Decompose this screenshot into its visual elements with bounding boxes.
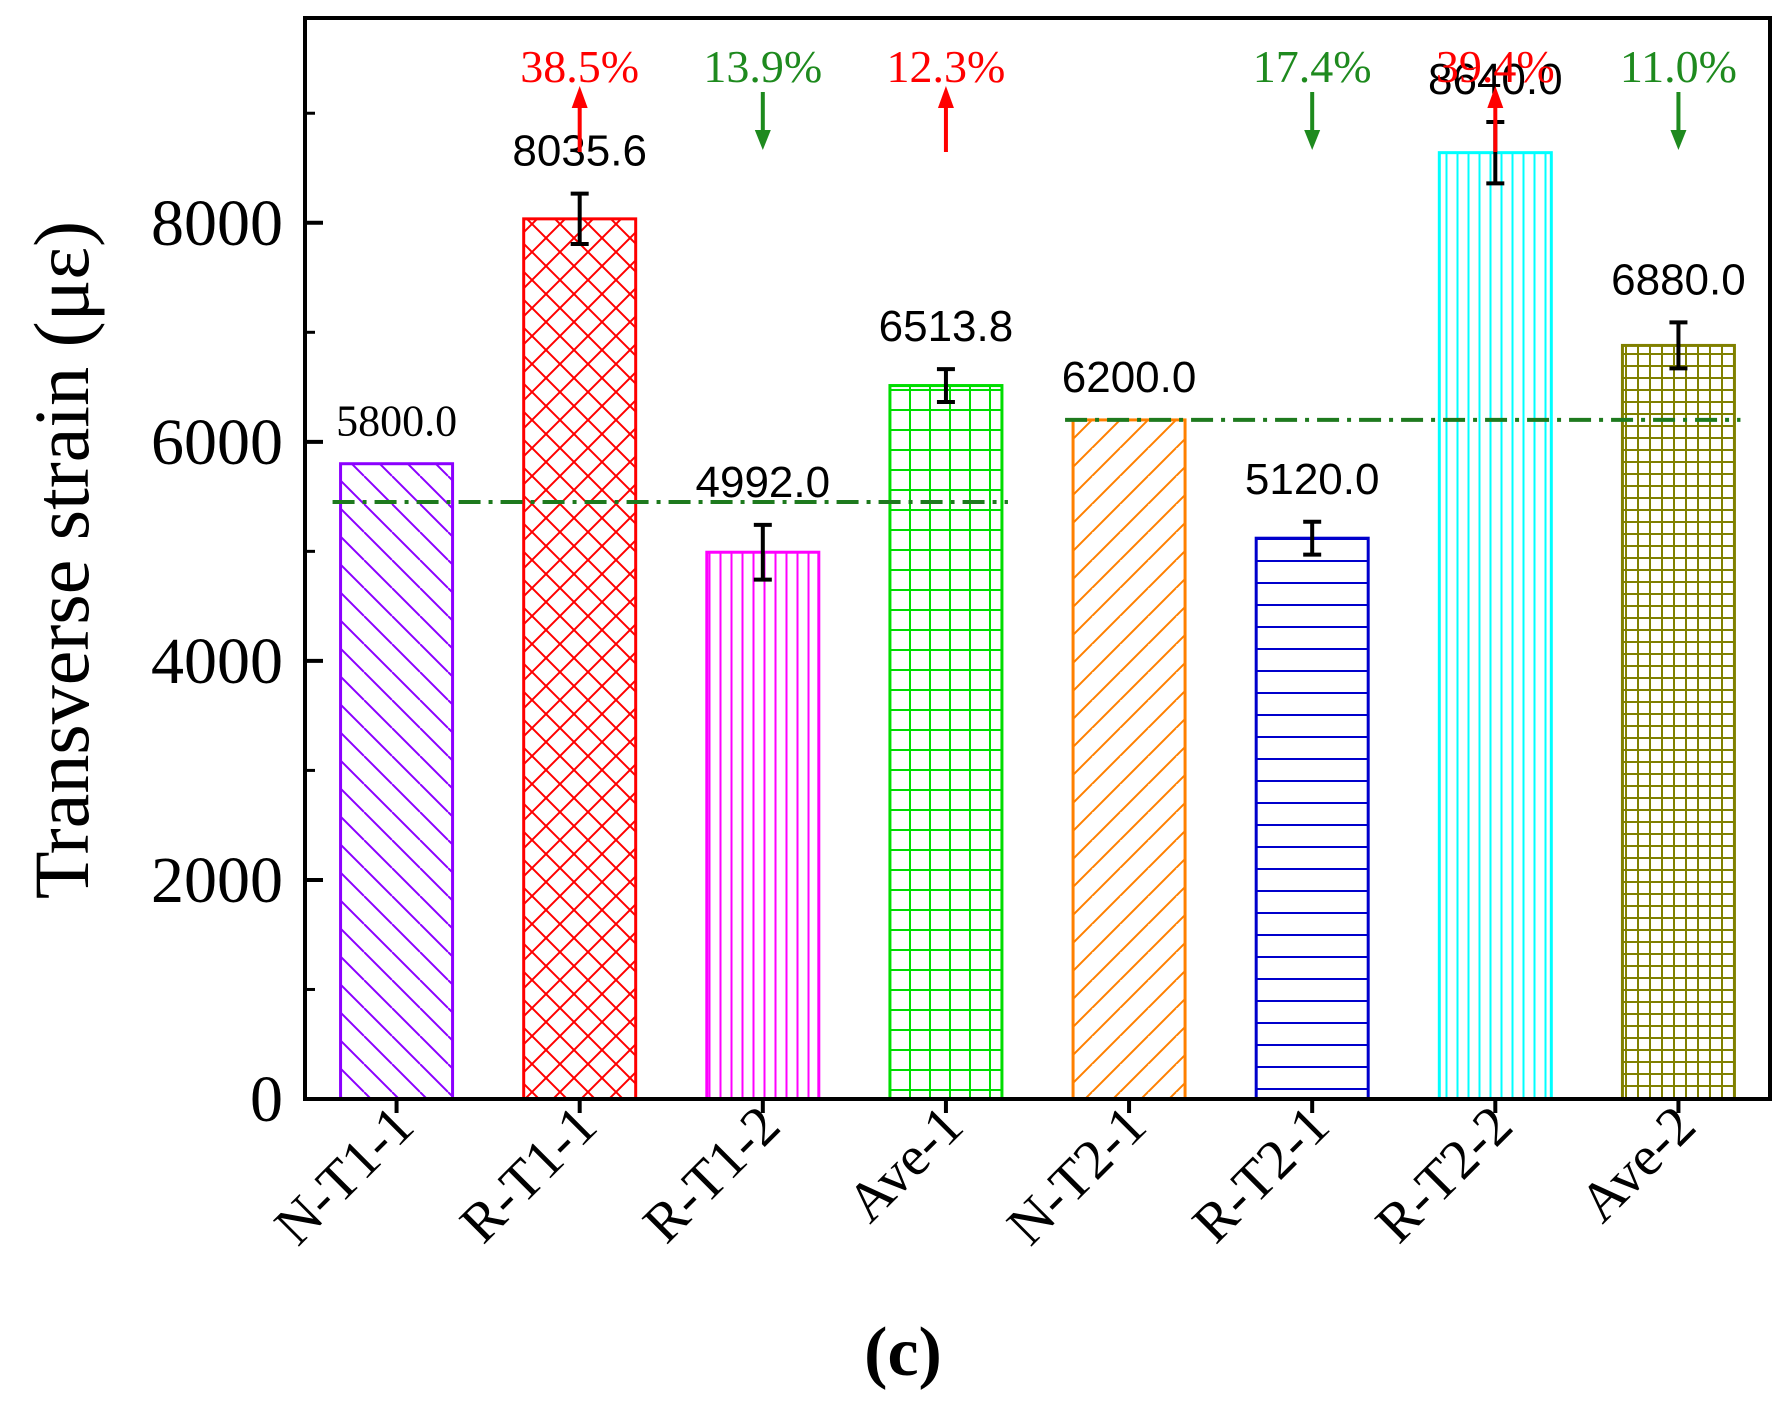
annotation-text: 12.3%: [887, 41, 1006, 92]
x-tick-label-n-t1-1: N-T1-1: [263, 1094, 426, 1257]
x-tick-label-r-t2-2: R-T2-2: [1364, 1094, 1524, 1254]
down-arrow-head-icon: [1304, 130, 1321, 150]
value-label-r-t1-2: 4992.0: [696, 458, 831, 507]
annotation-text: 39.4%: [1436, 41, 1555, 92]
annotation-ave-1: 12.3%: [887, 41, 1006, 152]
x-tick-label-r-t1-1: R-T1-1: [448, 1094, 608, 1254]
bar-r-t2-1: [1254, 536, 1370, 1101]
reference-lines: [332, 417, 1741, 505]
x-tick-label-n-t2-1: N-T2-1: [996, 1094, 1159, 1257]
error-bar-r-t2-1: [1303, 519, 1322, 557]
bar-n-t2-1: [1071, 418, 1187, 1101]
y-tick-label: 0: [250, 1063, 283, 1136]
bar-r-t2-2: [1437, 151, 1553, 1101]
bar-r-t1-2: [705, 550, 821, 1101]
error-bar-ave-2: [1669, 320, 1688, 371]
value-label-n-t1-1: 5800.0: [336, 397, 457, 446]
x-tick-label-r-t1-2: R-T1-2: [632, 1094, 792, 1254]
annotation-text: 11.0%: [1620, 41, 1737, 92]
bar-n-t1-1: [339, 462, 455, 1101]
y-tick-label: 4000: [151, 625, 283, 698]
annotation-text: 38.5%: [520, 41, 639, 92]
error-bar-r-t1-1: [570, 191, 589, 247]
annotation-text: 13.9%: [703, 41, 822, 92]
value-label-r-t2-1: 5120.0: [1245, 455, 1380, 504]
y-tick-label: 2000: [151, 844, 283, 917]
value-labels: 5800.08035.64992.06513.86200.05120.08640…: [336, 55, 1746, 507]
y-axis-title: Transverse strain (με): [18, 221, 105, 899]
x-axis: N-T1-1 R-T1-1 R-T1-2 Ave-1 N-T2-1 R-T2-1 R-T2-…: [263, 1094, 1707, 1257]
bars: [339, 151, 1736, 1101]
value-label-ave-2: 6880.0: [1611, 255, 1746, 304]
panel-label: (c): [864, 1314, 942, 1391]
annotation-r-t1-2: 13.9%: [703, 41, 822, 150]
up-arrow-head-icon: [937, 86, 954, 108]
annotation-r-t1-1: 38.5%: [520, 41, 639, 152]
y-tick-label: 8000: [151, 187, 283, 260]
annotation-ave-2: 11.0%: [1620, 41, 1737, 150]
value-label-n-t2-1: 6200.0: [1062, 353, 1197, 402]
x-tick-label-r-t2-1: R-T2-1: [1181, 1094, 1341, 1254]
up-arrow-head-icon: [571, 86, 588, 108]
plot-frame: [303, 16, 1772, 1101]
annotation-r-t2-2: 39.4%: [1436, 41, 1555, 152]
down-arrow-head-icon: [754, 130, 771, 150]
annotation-r-t2-1: 17.4%: [1253, 41, 1372, 150]
y-tick-label: 6000: [151, 406, 283, 479]
value-label-ave-1: 6513.8: [879, 302, 1014, 351]
error-bar-ave-1: [936, 367, 955, 404]
bar-ave-2: [1620, 343, 1736, 1101]
percent-annotations: 38.5% 13.9% 12.3% 17.4% 39.4% 11.0%: [520, 41, 1737, 152]
up-arrow-head-icon: [1487, 86, 1504, 108]
down-arrow-head-icon: [1670, 130, 1687, 150]
bar-ave-1: [888, 384, 1004, 1101]
x-tick-label-ave-1: Ave-1: [835, 1094, 975, 1234]
bar-r-t1-1: [522, 217, 638, 1101]
x-tick-label-ave-2: Ave-2: [1568, 1094, 1708, 1234]
error-bar-r-t1-2: [753, 522, 772, 582]
annotation-text: 17.4%: [1253, 41, 1372, 92]
y-axis: 0 2000 4000 6000 8000: [151, 111, 323, 1136]
